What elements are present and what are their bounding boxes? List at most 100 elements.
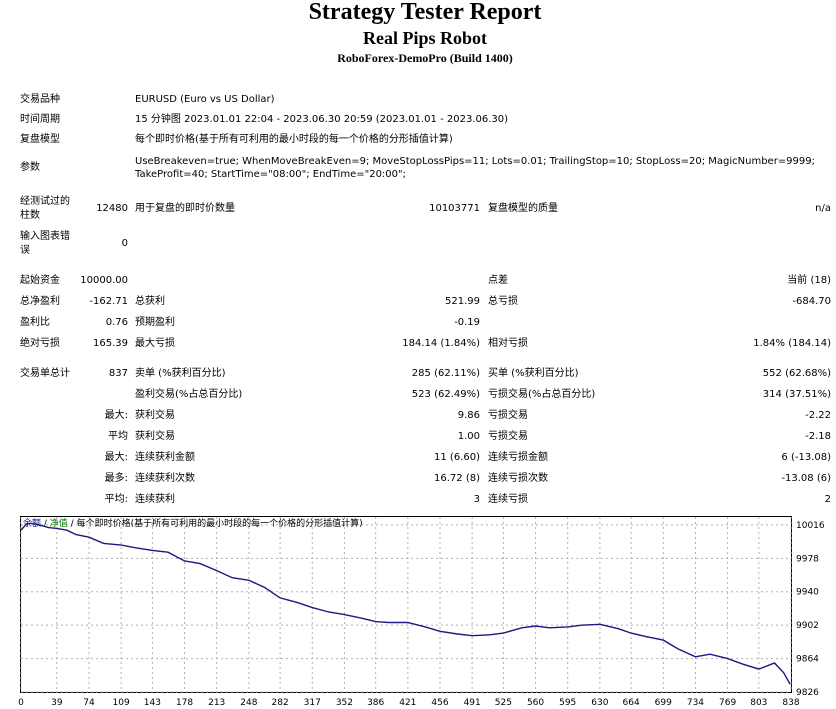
row-right-label: 连续亏损次数	[488, 473, 548, 484]
balance-chart: 10016 9978 9940 9902 9864 9826 0 39 74 109 143 178…	[18, 516, 825, 708]
x-tick-label: 213	[208, 698, 225, 708]
spread-value: 当前 (18)	[787, 275, 831, 286]
y-axis-ticks: 10016 9978 9940 9902 9864 9826	[796, 521, 825, 698]
x-tick-label: 734	[687, 698, 704, 708]
legend-balance: 余额	[23, 517, 41, 529]
deposit-label: 起始资金	[20, 275, 60, 286]
ticks-label: 用于复盘的即时价数量	[135, 203, 235, 214]
profit-trades-label: 盈利交易(%占总百分比)	[135, 389, 243, 400]
expected-payoff-value: -0.19	[454, 317, 480, 328]
max-drawdown-value: 184.14 (1.84%)	[402, 338, 480, 349]
balance-series-line	[20, 522, 791, 685]
x-tick-label: 491	[464, 698, 481, 708]
row-right-label: 亏损交易	[488, 431, 528, 442]
x-tick-label: 664	[623, 698, 640, 708]
y-tick-label: 9978	[796, 554, 819, 564]
x-axis-ticks: 0 39 74 109 143 178 213 248 282 317 352 386 421 456 49…	[18, 698, 800, 708]
x-tick-label: 595	[559, 698, 576, 708]
row-right-value: -2.18	[805, 431, 831, 442]
legend-separator: /	[41, 519, 50, 529]
loss-trades-label: 亏损交易(%占总百分比)	[488, 389, 596, 400]
row-left-label: 获利交易	[135, 431, 175, 442]
y-tick-label: 9826	[796, 688, 819, 698]
profit-trades-value: 523 (62.49%)	[411, 389, 480, 400]
model-value: 每个即时价格(基于所有可利用的最小时段的每一个价格的分形插值计算)	[135, 134, 453, 145]
gross-loss-label: 总亏损	[488, 296, 518, 307]
gross-profit-label: 总获利	[135, 296, 165, 307]
x-tick-label: 386	[367, 698, 384, 708]
x-tick-label: 0	[18, 698, 24, 708]
long-trades-label: 买单 (%获利百分比)	[488, 368, 579, 379]
row-right-label: 连续亏损	[488, 494, 528, 505]
x-tick-label: 769	[719, 698, 736, 708]
legend-separator: /	[68, 519, 77, 529]
gross-loss-value: -684.70	[792, 296, 831, 307]
row-right-value: -2.22	[805, 410, 831, 421]
row-prefix: 平均:	[104, 494, 128, 505]
row-left-label: 连续获利金额	[135, 452, 195, 463]
params-label: 参数	[20, 162, 40, 173]
x-tick-label: 456	[431, 698, 448, 708]
y-tick-label: 9902	[796, 621, 819, 631]
row-right-label: 亏损交易	[488, 410, 528, 421]
x-tick-label: 838	[782, 698, 799, 708]
gross-profit-value: 521.99	[445, 296, 480, 307]
row-right-value: 2	[824, 494, 831, 505]
row-right-value: 6 (-13.08)	[781, 452, 831, 463]
errors-value: 0	[121, 238, 128, 249]
errors-label-line-2: 误	[20, 245, 30, 256]
params-line-1: UseBreakeven=true; WhenMoveBreakEven=9; …	[135, 156, 815, 167]
chart-grid	[20, 517, 792, 693]
legend-model: 每个即时价格(基于所有可利用的最小时段的每一个价格的分形插值计算)	[77, 517, 363, 529]
profit-factor-value: 0.76	[105, 317, 128, 328]
relative-drawdown-label: 相对亏损	[488, 338, 528, 349]
report-title: Strategy Tester Report	[308, 0, 542, 25]
row-left-value: 9.86	[457, 410, 480, 421]
plot-frame	[20, 516, 792, 693]
row-prefix: 平均	[108, 431, 128, 442]
x-tick-label: 421	[399, 698, 416, 708]
ticks-value: 10103771	[429, 203, 480, 214]
total-trades-value: 837	[108, 368, 128, 379]
legend-equity: 净值	[50, 517, 68, 529]
server-build: RoboForex-DemoPro (Build 1400)	[337, 51, 513, 65]
bars-label-line-1: 经测试过的	[20, 196, 70, 207]
row-left-label: 连续获利次数	[135, 473, 195, 484]
loss-trades-value: 314 (37.51%)	[762, 389, 831, 400]
bars-label-line-2: 柱数	[20, 210, 40, 221]
absolute-drawdown-label: 绝对亏损	[20, 338, 60, 349]
x-tick-label: 178	[176, 698, 193, 708]
x-tick-label: 39	[51, 698, 63, 708]
model-label: 复盘模型	[20, 134, 60, 145]
row-prefix: 最大:	[104, 452, 128, 463]
x-tick-label: 630	[591, 698, 608, 708]
quality-label: 复盘模型的质量	[488, 203, 558, 214]
deposit-value: 10000.00	[80, 275, 128, 286]
x-tick-label: 525	[495, 698, 512, 708]
x-tick-label: 803	[750, 698, 767, 708]
max-drawdown-label: 最大亏损	[135, 338, 175, 349]
net-profit-label: 总净盈利	[20, 296, 60, 307]
x-tick-label: 560	[527, 698, 544, 708]
x-tick-label: 109	[113, 698, 130, 708]
row-left-label: 获利交易	[135, 410, 175, 421]
chart-legend: 余额 / 净值 / 每个即时价格(基于所有可利用的最小时段的每一个价格的分形插值…	[23, 517, 363, 529]
row-left-value: 3	[473, 494, 480, 505]
x-tick-label: 699	[655, 698, 672, 708]
x-tick-label: 74	[83, 698, 95, 708]
x-tick-label: 248	[240, 698, 257, 708]
errors-label-line-1: 输入图表错	[20, 231, 70, 242]
x-tick-label: 352	[336, 698, 353, 708]
x-tick-label: 317	[304, 698, 321, 708]
row-prefix: 最大:	[104, 410, 128, 421]
net-profit-value: -162.71	[89, 296, 128, 307]
total-trades-label: 交易单总计	[20, 368, 70, 379]
params-line-2: TakeProfit=40; StartTime="08:00"; EndTim…	[135, 169, 406, 180]
row-right-value: -13.08 (6)	[781, 473, 831, 484]
long-trades-value: 552 (62.68%)	[762, 368, 831, 379]
profit-factor-label: 盈利比	[20, 317, 50, 328]
absolute-drawdown-value: 165.39	[93, 338, 128, 349]
expected-payoff-label: 预期盈利	[135, 317, 175, 328]
row-left-value: 16.72 (8)	[434, 473, 480, 484]
y-tick-label: 9940	[796, 588, 819, 598]
